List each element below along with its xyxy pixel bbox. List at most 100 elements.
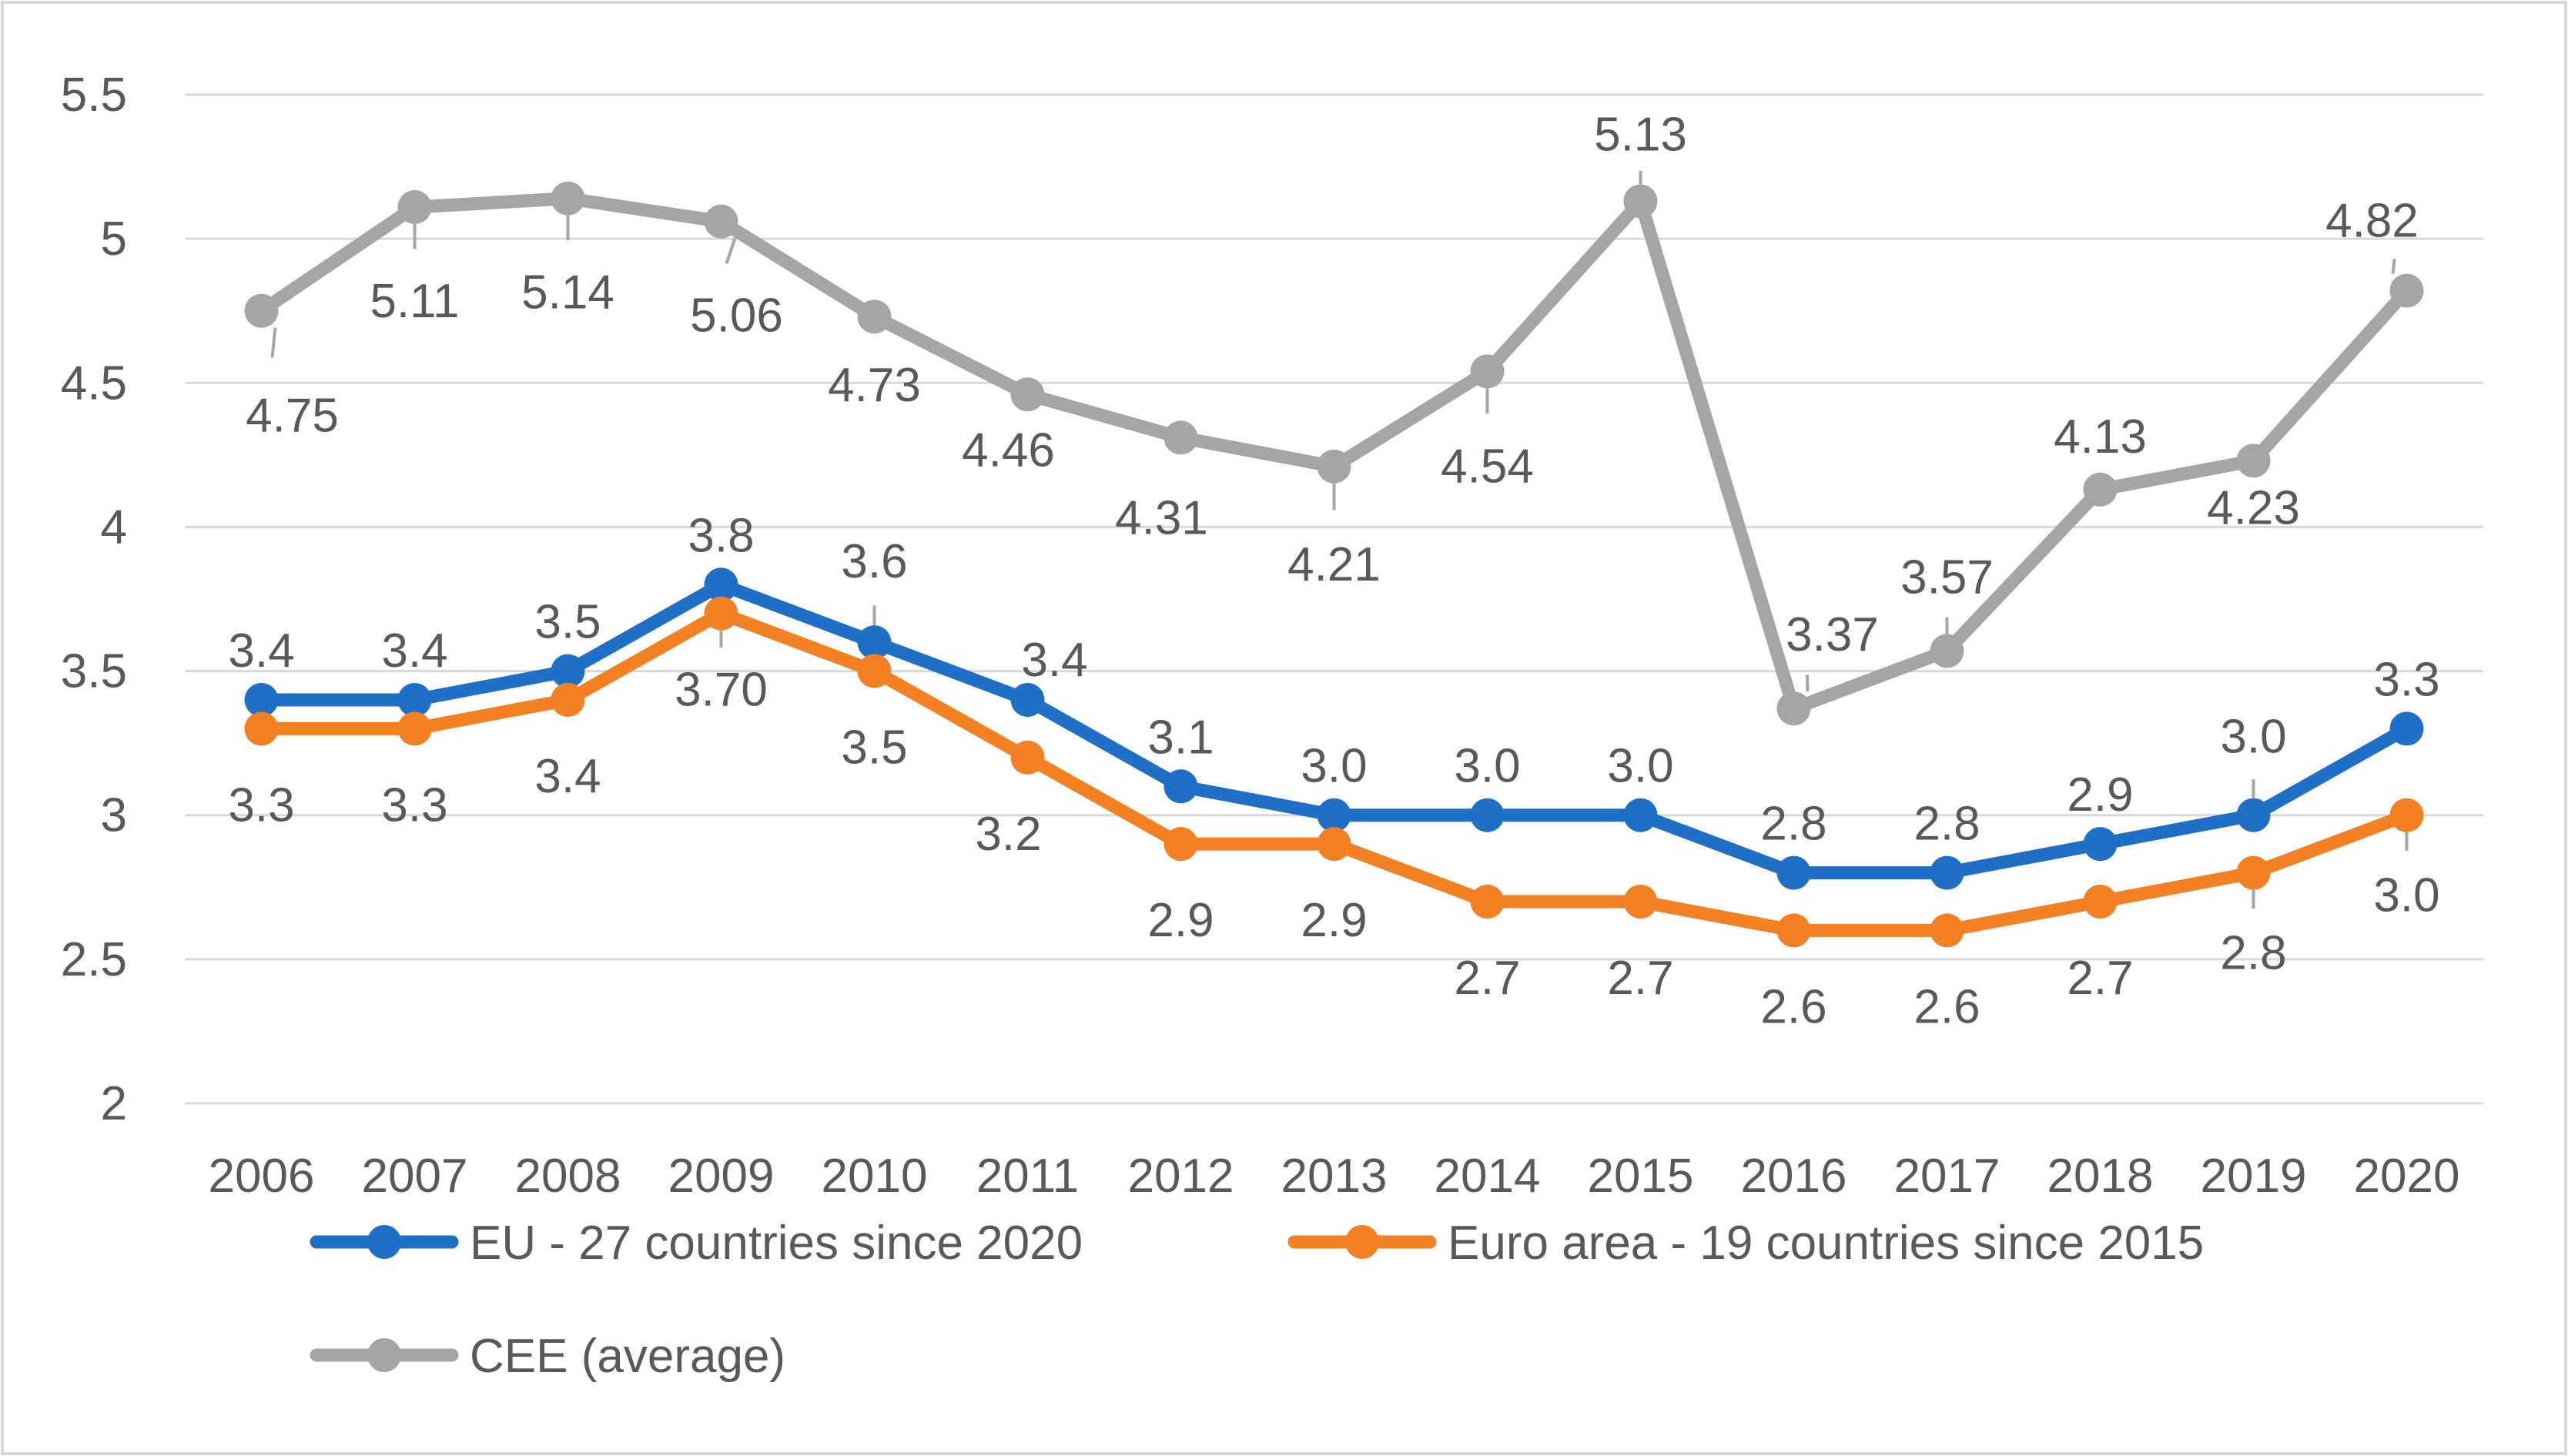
- data-point: [1623, 798, 1658, 832]
- x-tick-label: 2019: [2201, 1150, 2307, 1203]
- data-point: [1317, 798, 1351, 832]
- data-point: [2236, 443, 2271, 478]
- legend: EU - 27 countries since 2020 Euro area - …: [310, 1217, 2204, 1383]
- y-tick-label: 4.5: [61, 356, 127, 410]
- data-point: [2389, 711, 2424, 746]
- data-label: 5.11: [370, 275, 459, 328]
- data-point: [397, 189, 432, 224]
- gridlines: [185, 93, 2483, 1105]
- data-label: 5.13: [1594, 108, 1687, 161]
- data-label: 2.6: [1760, 980, 1826, 1033]
- y-tick-label: 4: [101, 500, 127, 554]
- data-label: 3.5: [534, 596, 601, 649]
- legend-swatch-marker: [367, 1225, 401, 1259]
- leader-line: [725, 238, 737, 264]
- data-label: 3.1: [1147, 711, 1214, 764]
- data-point: [1317, 449, 1351, 484]
- data-point: [2389, 273, 2424, 308]
- y-tick-label: 5.5: [61, 69, 127, 122]
- data-label: 4.31: [1115, 491, 1208, 544]
- x-tick-label: 2016: [1741, 1150, 1847, 1203]
- data-label: 2.9: [2067, 768, 2133, 822]
- data-label: 3.5: [841, 721, 907, 775]
- data-point: [1776, 855, 1811, 890]
- data-point: [1010, 740, 1045, 775]
- x-tick-label: 2007: [362, 1150, 468, 1203]
- data-label: 3.2: [975, 808, 1041, 861]
- data-label: 3.70: [675, 664, 768, 717]
- data-point: [857, 654, 892, 688]
- data-point: [1010, 683, 1045, 717]
- data-label: 3.0: [2220, 711, 2286, 764]
- data-point: [1470, 885, 1505, 919]
- data-label: 2.7: [2067, 952, 2133, 1005]
- data-point: [1623, 885, 1658, 919]
- data-label: 3.8: [688, 509, 754, 562]
- data-point: [1317, 827, 1351, 862]
- y-axis: 2 2.5 3 3.5 4 4.5 5 5.5: [61, 69, 127, 1130]
- data-point: [551, 683, 585, 717]
- data-point: [397, 683, 432, 717]
- y-tick-label: 2: [101, 1077, 127, 1130]
- data-point: [857, 300, 892, 334]
- x-tick-label: 2008: [515, 1150, 621, 1203]
- data-point: [1163, 769, 1198, 804]
- y-tick-label: 3: [101, 789, 127, 842]
- data-point: [1930, 913, 1964, 948]
- data-point: [704, 204, 738, 239]
- data-label: 4.75: [246, 390, 339, 443]
- data-label: 3.4: [228, 624, 294, 678]
- data-point: [244, 293, 279, 328]
- data-point: [551, 181, 585, 216]
- data-label: 5.14: [521, 266, 614, 320]
- legend-label: CEE (average): [470, 1330, 785, 1383]
- data-label: 2.6: [1913, 980, 1980, 1033]
- data-point: [1776, 691, 1811, 726]
- data-point: [1163, 420, 1198, 455]
- x-tick-label: 2017: [1894, 1150, 2000, 1203]
- data-label: 3.57: [1900, 551, 1994, 604]
- data-point: [857, 625, 892, 660]
- data-point: [2083, 472, 2118, 507]
- data-point: [2083, 885, 2118, 919]
- data-label: 4.21: [1287, 538, 1381, 591]
- data-label: 3.0: [2373, 869, 2439, 922]
- data-point: [551, 654, 585, 688]
- data-label: 4.73: [828, 359, 921, 412]
- leader-line: [1806, 674, 1810, 692]
- data-point: [1623, 184, 1658, 219]
- data-point: [2236, 798, 2271, 832]
- legend-swatch-marker: [1345, 1225, 1379, 1259]
- data-label: 3.4: [1021, 634, 1087, 687]
- x-tick-label: 2013: [1281, 1150, 1388, 1203]
- data-point: [1930, 855, 1964, 890]
- data-point: [397, 711, 432, 746]
- data-label: 3.37: [1786, 608, 1879, 661]
- data-label: 3.4: [534, 750, 601, 803]
- data-label: 3.0: [1301, 740, 1367, 793]
- x-tick-label: 2014: [1435, 1150, 1541, 1203]
- data-label: 3.4: [381, 624, 447, 678]
- data-point: [1470, 798, 1505, 832]
- data-label: 4.13: [2054, 410, 2147, 464]
- data-point: [1776, 913, 1811, 948]
- data-label: 3.3: [228, 778, 294, 832]
- x-tick-label: 2012: [1128, 1150, 1234, 1203]
- legend-label: EU - 27 countries since 2020: [470, 1217, 1083, 1270]
- data-label: 2.7: [1607, 952, 1673, 1005]
- data-label: 3.0: [1454, 740, 1520, 793]
- data-labels: 3.4 3.4 3.5 3.8 3.6 3.4 3.1 3.0 3.0 3.0 2.8 2.8 2.9 3…: [228, 108, 2439, 1033]
- data-label: 2.7: [1454, 952, 1520, 1005]
- x-axis: 2006 2007 2008 2009 2010 2011 2012 2013 2014 2015…: [209, 1150, 2460, 1203]
- data-label: 2.9: [1301, 894, 1367, 947]
- data-point: [2389, 798, 2424, 832]
- x-tick-label: 2015: [1588, 1150, 1694, 1203]
- leader-line: [2391, 258, 2396, 274]
- series-lines: [244, 181, 2424, 948]
- data-label: 5.06: [690, 290, 783, 343]
- data-point: [1010, 377, 1045, 412]
- legend-swatch-marker: [367, 1338, 401, 1372]
- data-label: 2.8: [1913, 798, 1980, 851]
- y-tick-label: 5: [101, 213, 127, 266]
